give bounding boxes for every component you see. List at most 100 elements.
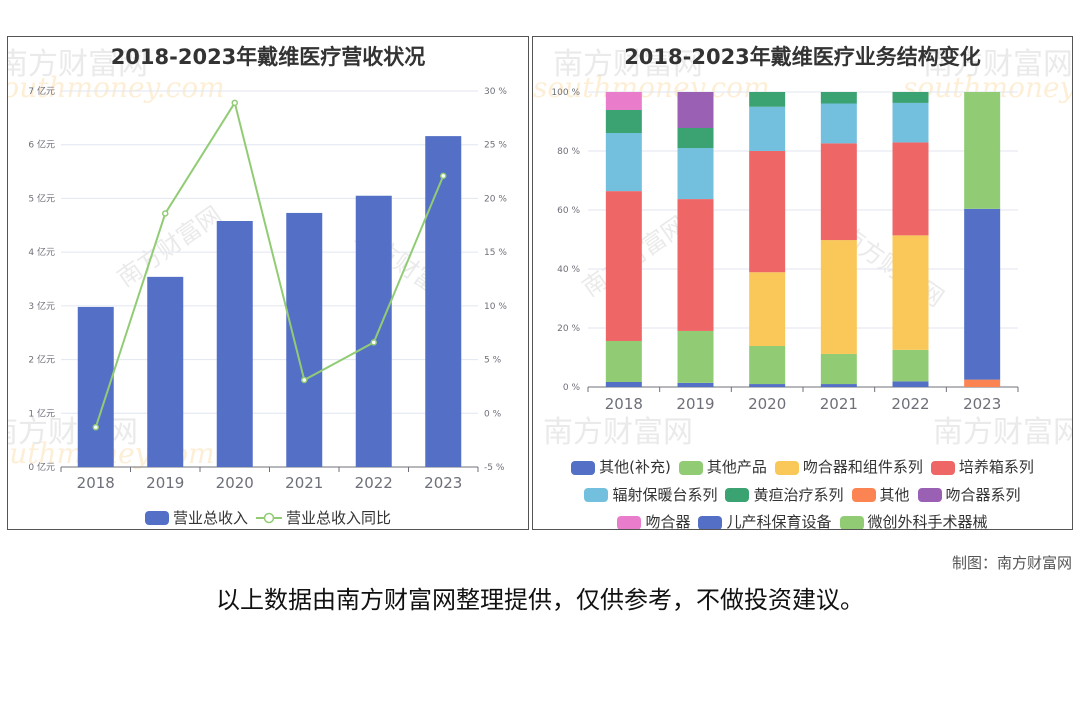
y-tick-label: 2 亿元 [28,354,55,366]
stacked-bar-segment[interactable] [677,330,714,383]
stacked-bar-segment[interactable] [677,92,714,128]
stacked-bar-segment[interactable] [964,92,1001,209]
business-structure-chart: 0 % 20 % 40 % 60 % 80 % 100 % 2018 2019 2020 2021… [551,88,1019,413]
stacked-bar-segment[interactable] [749,92,786,107]
x-tick-label: 2022 [891,395,929,413]
revenue-bar[interactable] [216,220,253,467]
legend-label: 黄疸治疗系列 [753,485,844,504]
x-tick-label: 2020 [216,474,254,492]
stacked-bar-segment[interactable] [892,142,929,236]
legend-item[interactable]: 其他产品 [678,455,767,480]
stacked-bar-segment[interactable] [677,382,714,387]
revenue-chart-panel: 南方财富网 southmoney.com 南方财富网 southmoney.co… [7,36,529,530]
stacked-bar-segment[interactable] [820,103,857,144]
y2-tick-label: 0 % [484,409,502,419]
stacked-bar-segment[interactable] [605,133,642,192]
stacked-bar-segment[interactable] [605,109,642,134]
stacked-bar-segment[interactable] [677,148,714,200]
stacked-bar-segment[interactable] [892,102,929,143]
y-tick-label: 100 % [551,88,580,98]
legend-row: 其他(补充) 其他产品 吻合器和组件系列 培养箱系列 [533,455,1072,483]
legend-item[interactable]: 营业总收入同比 [256,507,391,528]
stacked-bar-segment[interactable] [892,381,929,387]
stacked-bar-segment[interactable] [820,353,857,385]
revenue-bar[interactable] [286,212,323,467]
yoy-point[interactable] [370,339,377,346]
legend-swatch-icon [678,460,703,475]
legend-label: 其他产品 [706,458,767,476]
y2-tick-label: 10 % [484,302,507,312]
legend-item[interactable]: 黄疸治疗系列 [725,483,844,508]
legend-item[interactable]: 微创外科手术器械 [839,510,988,529]
business-structure-chart-panel: 南方财富网 southmoney.com 南方财富网 southmoney.co… [532,36,1073,530]
legend-label: 培养箱系列 [958,458,1034,476]
stacked-bar-segment[interactable] [749,151,786,273]
stacked-bar-segment[interactable] [964,379,1001,387]
revenue-bar[interactable] [77,306,114,467]
revenue-chart: 0 亿元 1 亿元 2 亿元 3 亿元 4 亿元 5 亿元 6 亿元 7 亿元 -5 % 0 % 5… [28,85,507,492]
legend-item[interactable]: 吻合器 [617,510,691,530]
x-tick-label: 2023 [424,474,462,492]
stacked-bar-segment[interactable] [820,240,857,354]
legend-item[interactable]: 其他(补充) [571,455,671,480]
chart-legend: 营业总收入 营业总收入同比 [8,507,528,529]
legend-swatch-icon [698,515,723,529]
stacked-bar-segment[interactable] [677,127,714,149]
legend-swatch-icon [584,488,609,502]
y-tick-label: 40 % [557,265,580,275]
y-tick-label: 6 亿元 [28,139,55,151]
stacked-bar-segment[interactable] [605,92,642,110]
yoy-point[interactable] [92,424,99,431]
revenue-bar[interactable] [425,136,462,467]
revenue-bar[interactable] [355,195,392,467]
stacked-bar-segment[interactable] [964,208,1001,380]
legend-label: 辐射保暖台系列 [612,485,718,504]
y2-tick-label: 5 % [484,356,502,366]
stacked-bar-segment[interactable] [749,106,786,151]
stacked-bar-segment[interactable] [820,143,857,241]
x-tick-label: 2018 [77,474,115,492]
legend-label: 营业总收入同比 [286,509,392,527]
legend-item[interactable]: 吻合器系列 [917,483,1021,508]
y-tick-label: 1 亿元 [28,407,55,419]
legend-label: 吻合器系列 [945,485,1021,504]
legend-item[interactable]: 培养箱系列 [930,455,1034,480]
legend-item[interactable]: 儿产科保育设备 [698,510,832,529]
yoy-point[interactable] [162,210,169,217]
legend-item[interactable]: 营业总收入 [144,507,248,528]
chart-title: 2018-2023年戴维医疗营收状况 [110,45,426,69]
stacked-bar-segment[interactable] [749,272,786,346]
yoy-point[interactable] [301,376,308,384]
y2-tick-label: -5 % [484,463,505,473]
x-tick-label: 2021 [820,395,858,413]
legend-item[interactable]: 其他 [851,483,910,508]
yoy-point[interactable] [231,99,238,107]
legend-row: 吻合器 儿产科保育设备 微创外科手术器械 [533,510,1072,530]
disclaimer: 以上数据由南方财富网整理提供，仅供参考，不做投资建议。 [216,586,864,614]
revenue-bar[interactable] [147,276,184,467]
stacked-bar-segment[interactable] [892,92,929,103]
legend-label: 吻合器和组件系列 [802,458,923,476]
stacked-bar-segment[interactable] [749,384,786,387]
stacked-bar-segment[interactable] [892,349,929,382]
stacked-bar-segment[interactable] [892,235,929,350]
legend-swatch-icon [144,510,169,525]
stacked-bar-segment[interactable] [820,384,857,387]
stacked-bar-segment[interactable] [605,340,642,382]
legend-swatch-icon [851,488,876,502]
stacked-bar-segment[interactable] [820,92,857,104]
yoy-point[interactable] [440,172,447,180]
stacked-bar-segment[interactable] [605,191,642,341]
y-tick-label: 5 亿元 [28,192,55,204]
chart-title: 2018-2023年戴维医疗业务结构变化 [624,45,981,69]
x-tick-label: 2018 [605,395,643,413]
y-tick-label: 80 % [557,147,580,157]
y-tick-label: 0 亿元 [28,461,55,473]
stacked-bar-segment[interactable] [677,199,714,331]
legend-item[interactable]: 吻合器和组件系列 [774,455,923,480]
x-tick-label: 2020 [748,395,786,413]
stacked-bar-segment[interactable] [605,381,642,387]
legend-label: 吻合器 [645,513,691,530]
stacked-bar-segment[interactable] [749,345,786,385]
legend-item[interactable]: 辐射保暖台系列 [584,483,717,508]
